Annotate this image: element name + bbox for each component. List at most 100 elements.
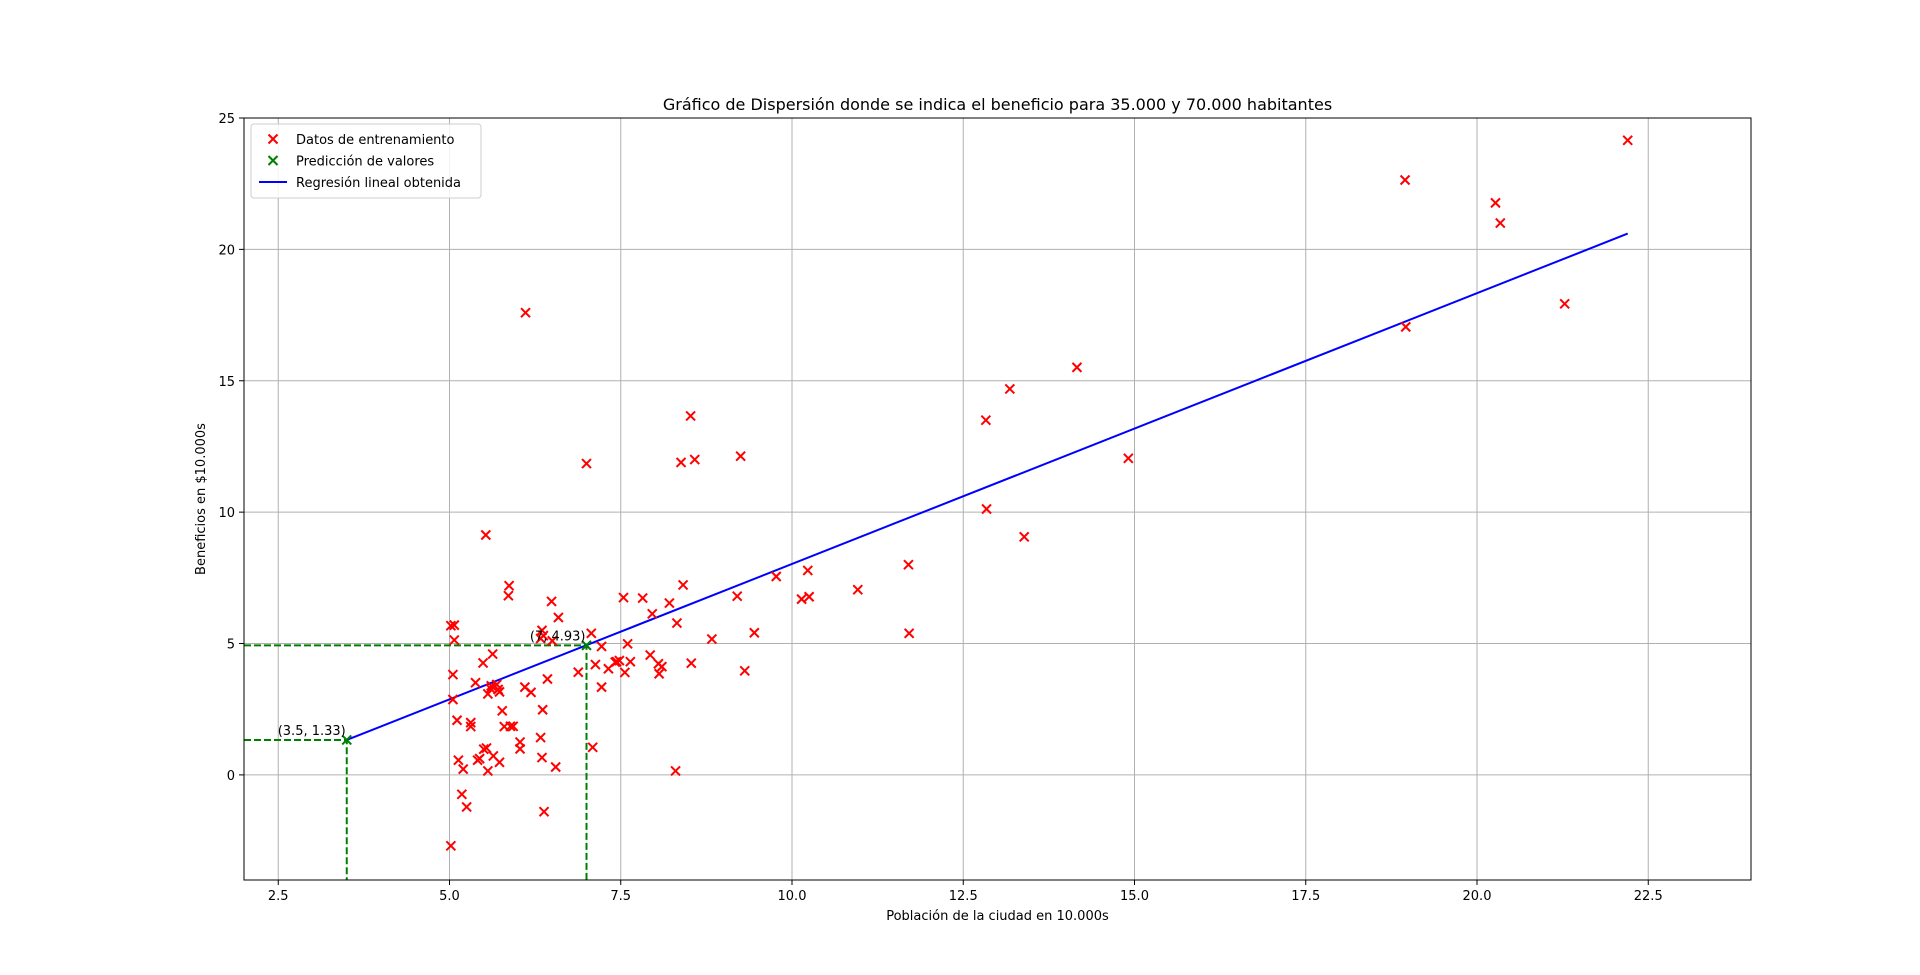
marker-stroke [536,625,548,636]
marker-stroke [447,694,459,705]
training-point [796,593,807,605]
marker-stroke [796,593,807,605]
marker-stroke [494,686,505,698]
training-point [1400,321,1411,333]
y-tick-label: 0 [227,769,235,784]
x-tick-label: 5.0 [439,889,460,904]
training-point [478,743,489,755]
marker-stroke [480,529,492,541]
training-point [1495,217,1506,229]
marker-stroke [903,559,914,570]
training-point [514,743,526,755]
marker-stroke [611,656,622,667]
y-tick-label: 25 [218,112,235,127]
training-point [771,571,782,582]
marker-stroke [1495,217,1506,229]
legend-marker [267,133,279,145]
marker-stroke [644,649,656,661]
marker-stroke [525,687,537,698]
marker-stroke [482,765,494,777]
marker-stroke [550,761,561,773]
training-point [749,627,760,638]
marker-stroke [852,584,863,595]
marker-stroke [456,789,468,800]
marker-stroke [619,667,631,678]
training-point [537,704,548,715]
training-point [653,668,665,679]
training-point [485,683,496,694]
marker-stroke [553,612,564,623]
marker-stroke [478,743,489,755]
marker-stroke [586,628,597,639]
training-point [470,677,481,688]
marker-stroke [739,665,750,677]
y-axis-label: Beneficios en $10.000s [194,423,209,575]
annotations: (3.5, 1.33) (7, 4.93) [278,629,586,739]
training-point [474,753,485,764]
training-point [447,669,459,680]
marker-stroke [1019,531,1030,543]
training-point [453,754,464,766]
training-point [803,591,815,602]
training-point [461,801,472,813]
training-point [675,457,687,468]
marker-stroke [474,753,485,764]
training-point [739,665,750,677]
marker-stroke [689,454,700,465]
training-point [664,597,675,609]
marker-stroke [749,627,760,638]
marker-stroke [519,681,531,693]
regression-line [346,232,1629,741]
training-point [445,620,457,631]
marker-stroke [445,840,457,852]
training-point [538,806,550,817]
legend-marker [267,155,279,166]
marker-stroke [596,641,607,652]
marker-stroke [535,633,546,644]
marker-stroke [1123,453,1134,464]
marker-stroke [802,565,813,576]
marker-stroke [603,663,614,674]
training-point [581,458,592,469]
x-tick-label: 10.0 [778,889,807,904]
training-point [519,681,531,693]
training-point [677,579,689,591]
marker-stroke [581,458,592,469]
marker-stroke [494,757,505,768]
marker-stroke [981,503,992,515]
training-point [449,634,460,646]
x-tick-label: 2.5 [268,889,289,904]
training-point [547,635,558,647]
marker-stroke [685,410,696,422]
marker-stroke [618,592,629,603]
marker-stroke [447,669,459,680]
training-point [477,657,489,669]
marker-stroke [670,765,681,777]
x-axis-label: Población de la ciudad en 10.000s [886,909,1109,924]
training-point [520,307,531,318]
y-tick-label: 15 [218,375,235,390]
marker-stroke [535,732,546,743]
training-point [644,649,656,661]
training-point [852,584,863,595]
x-tick-label: 20.0 [1463,889,1492,904]
training-point [465,721,476,732]
training-point [735,450,746,462]
training-point [491,679,502,690]
marker-stroke [1559,298,1570,309]
training-point [1019,531,1030,543]
marker-stroke [1400,321,1411,333]
marker-stroke [622,638,633,649]
prediction-point [581,640,592,651]
marker-stroke [470,677,481,688]
marker-stroke [771,571,782,582]
training-point [653,658,664,669]
training-point [689,454,700,465]
training-point [503,580,515,591]
marker-stroke [341,734,352,746]
training-point [603,663,614,674]
marker-stroke [503,590,514,601]
data-series [341,135,1633,852]
marker-stroke [514,743,526,755]
